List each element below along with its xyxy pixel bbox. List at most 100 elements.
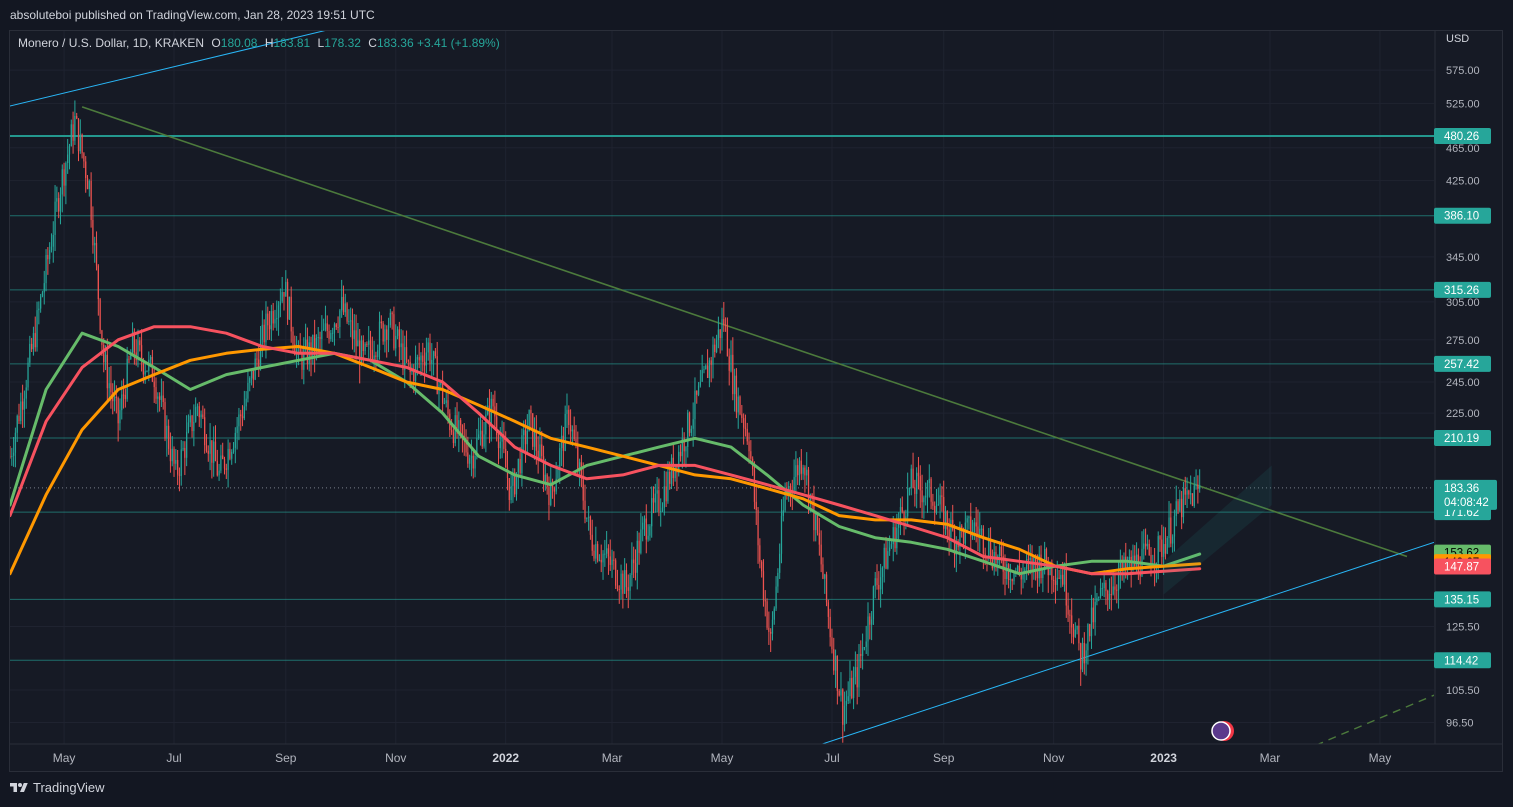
candle [836, 655, 838, 705]
candle [205, 434, 208, 453]
candle [939, 483, 941, 519]
candle-body [831, 637, 833, 650]
chart-panel[interactable] [9, 30, 1503, 772]
candle [1139, 556, 1141, 585]
candle-body [10, 456, 11, 458]
candle [726, 317, 729, 357]
candle-body [660, 510, 662, 512]
ascending-support-trendline [820, 541, 1434, 744]
candle-body [499, 441, 501, 449]
candle-body [420, 355, 422, 361]
candle-body [313, 334, 316, 354]
candle [27, 357, 29, 391]
candle-body [1105, 582, 1107, 591]
candle [1101, 582, 1103, 596]
currency-label[interactable]: USD [1446, 33, 1470, 45]
candle [638, 532, 640, 565]
candle-body [863, 647, 866, 649]
candle [393, 306, 395, 351]
candle [81, 133, 83, 159]
candle-body [701, 370, 703, 382]
low-value: 178.32 [324, 36, 361, 50]
candle [422, 342, 424, 372]
candle-body [622, 573, 624, 594]
candle-body [490, 398, 492, 427]
candle [321, 315, 323, 353]
candle [898, 512, 900, 543]
candle [1128, 549, 1131, 568]
economic-event-icon[interactable] [1211, 721, 1234, 741]
candle [1013, 571, 1015, 585]
candle [912, 452, 914, 489]
candle-body [905, 516, 907, 520]
candle-body [231, 451, 233, 459]
candle-body [140, 345, 143, 361]
candle-body [943, 497, 945, 529]
candle [50, 233, 53, 253]
candle [701, 354, 703, 382]
candle [867, 602, 869, 656]
candle-body [301, 353, 303, 370]
candle-body [461, 425, 464, 436]
candle [1069, 609, 1071, 634]
candle-body [512, 472, 514, 486]
candle-body [1022, 571, 1024, 580]
candle [604, 539, 606, 567]
candle-body [324, 323, 327, 330]
candle-body [699, 381, 702, 386]
candle-body [732, 354, 734, 395]
candle [1006, 559, 1008, 585]
candle [798, 457, 801, 486]
candle-body [629, 575, 631, 591]
candle-body [925, 495, 927, 498]
candle-body [606, 548, 608, 554]
candle-body [1172, 536, 1174, 544]
candle-body [804, 467, 806, 476]
candle-body [1188, 490, 1190, 495]
candle-body [227, 448, 229, 470]
candle [1134, 545, 1136, 568]
price-tag-bg [1434, 207, 1491, 224]
price-tag-label: 257.42 [1444, 359, 1479, 371]
candle [400, 329, 402, 361]
candle [49, 242, 51, 265]
candle-body [378, 321, 381, 351]
tradingview-brand[interactable]: TradingView [33, 780, 105, 795]
candle-body [54, 201, 56, 235]
candle [86, 175, 89, 190]
candle [1168, 501, 1170, 548]
price-tag-bg [1434, 127, 1491, 144]
candle-body [189, 415, 191, 423]
candle-body [557, 468, 559, 479]
price-tag-bg [1434, 652, 1491, 669]
candle [925, 482, 927, 506]
candle-body [294, 344, 296, 355]
price-tick-label: 96.50 [1446, 718, 1474, 730]
candle [353, 314, 355, 353]
candle [793, 459, 795, 495]
candle [1098, 596, 1100, 602]
candle-body [323, 329, 325, 331]
candle [970, 502, 972, 550]
candle-body [1144, 543, 1147, 547]
symbol-title[interactable]: Monero / U.S. Dollar, 1D, KRAKEN [18, 36, 205, 50]
candle [281, 276, 283, 304]
candle [1164, 527, 1167, 560]
candle-body [76, 115, 78, 119]
candle [881, 566, 884, 595]
candle [687, 409, 689, 458]
candle [1193, 476, 1195, 508]
candle [1177, 499, 1179, 514]
candle-body [690, 428, 692, 433]
candle [488, 389, 491, 444]
candle-body [285, 281, 287, 297]
candle-body [405, 347, 408, 360]
candle-body [56, 198, 58, 202]
candle-body [746, 428, 748, 442]
candle-body [1184, 488, 1186, 495]
candle-body [270, 311, 272, 330]
candle-body [723, 319, 725, 326]
candle [238, 407, 240, 441]
candle-body [171, 448, 173, 462]
